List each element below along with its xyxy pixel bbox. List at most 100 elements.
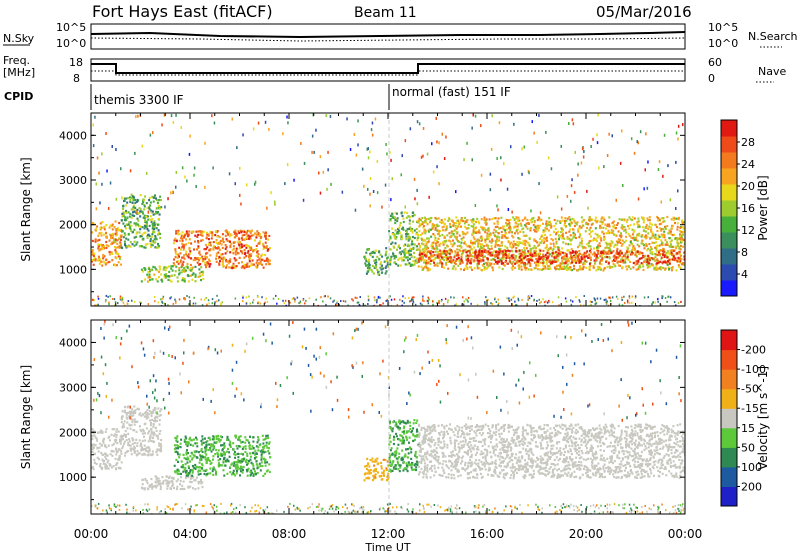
range-cell: [122, 207, 125, 211]
range-cell: [576, 251, 578, 254]
range-cell: [585, 252, 588, 255]
range-cell: [241, 252, 244, 255]
range-cell: [522, 243, 525, 246]
range-cell: [533, 228, 536, 231]
range-cell: [97, 450, 100, 453]
range-cell: [596, 249, 599, 252]
range-cell: [176, 280, 179, 283]
range-cell: [439, 220, 441, 223]
noise-cell: [101, 182, 103, 186]
range-cell: [479, 260, 482, 263]
range-cell: [627, 224, 629, 228]
range-cell: [508, 257, 511, 260]
range-cell: [162, 268, 165, 271]
range-cell: [444, 252, 447, 256]
noise-cell: [369, 177, 372, 180]
range-cell: [428, 221, 431, 224]
noise-cell: [109, 295, 111, 298]
range-cell: [405, 256, 408, 259]
noise-cell: [421, 303, 423, 306]
range-cell: [240, 243, 243, 246]
range-cell: [407, 235, 410, 238]
noise-cell: [494, 296, 496, 299]
range-cell: [534, 226, 537, 229]
range-cell: [265, 244, 268, 248]
range-cell: [182, 260, 185, 263]
noise-cell: [180, 126, 182, 129]
range-cell: [186, 232, 189, 235]
range-cell: [91, 438, 94, 441]
range-cell: [470, 241, 472, 244]
range-cell: [209, 263, 212, 266]
range-cell: [138, 413, 141, 416]
range-cell: [672, 255, 675, 258]
noise-cell: [303, 161, 306, 165]
range-cell: [206, 231, 208, 234]
range-cell: [148, 199, 151, 202]
range-cell: [399, 224, 401, 227]
range-cell: [439, 230, 442, 233]
range-cell: [394, 229, 397, 232]
range-cell: [421, 255, 424, 258]
range-cell: [451, 250, 453, 253]
range-cell: [444, 246, 447, 250]
range-cell: [648, 256, 651, 260]
noise-cell: [354, 296, 357, 299]
range-cell: [122, 434, 125, 437]
range-cell: [408, 253, 411, 256]
range-cell: [128, 440, 131, 443]
range-cell: [673, 258, 676, 262]
range-cell: [679, 253, 681, 256]
range-cell: [199, 263, 202, 266]
range-cell: [624, 228, 627, 231]
range-cell: [157, 481, 160, 484]
range-cell: [136, 442, 139, 445]
noise-cell: [389, 151, 391, 155]
range-cell: [559, 262, 562, 265]
noise-cell: [606, 154, 609, 157]
range-cell: [153, 238, 156, 241]
range-cell: [677, 237, 680, 240]
range-cell: [538, 255, 541, 258]
range-cell: [252, 234, 255, 237]
range-cell: [654, 223, 657, 227]
range-cell: [580, 216, 583, 219]
range-cell: [666, 243, 669, 246]
noise-cell: [134, 151, 136, 155]
range-cell: [236, 452, 239, 455]
range-cell: [133, 418, 136, 421]
range-cell: [173, 274, 176, 277]
range-cell: [656, 268, 659, 271]
range-cell: [611, 241, 614, 244]
range-cell: [402, 259, 405, 262]
range-cell: [125, 197, 128, 200]
range-cell: [100, 429, 102, 432]
range-cell: [683, 251, 685, 254]
range-cell: [533, 250, 536, 253]
noise-cell: [105, 294, 108, 297]
range-cell: [526, 218, 529, 221]
y-axis-label: Slant Range [km]: [19, 157, 33, 261]
range-cell: [385, 247, 388, 250]
range-cell: [129, 196, 131, 199]
range-cell: [662, 220, 665, 223]
range-cell: [402, 226, 404, 229]
range-cell: [233, 257, 236, 260]
range-cell: [578, 268, 581, 271]
range-cell: [156, 198, 159, 202]
noise-cell: [583, 150, 585, 153]
range-cell: [144, 231, 147, 234]
noise-cell: [184, 175, 186, 179]
range-cell: [613, 259, 616, 262]
range-cell: [617, 230, 620, 233]
noise-cell: [275, 294, 277, 297]
range-cell: [595, 257, 598, 260]
range-cell: [614, 233, 617, 236]
range-cell: [174, 251, 177, 254]
range-cell: [153, 231, 156, 234]
range-cell: [167, 265, 170, 268]
range-cell: [187, 241, 190, 244]
noise-cell: [467, 300, 469, 303]
range-cell: [639, 266, 642, 269]
noise-cell: [283, 302, 286, 305]
